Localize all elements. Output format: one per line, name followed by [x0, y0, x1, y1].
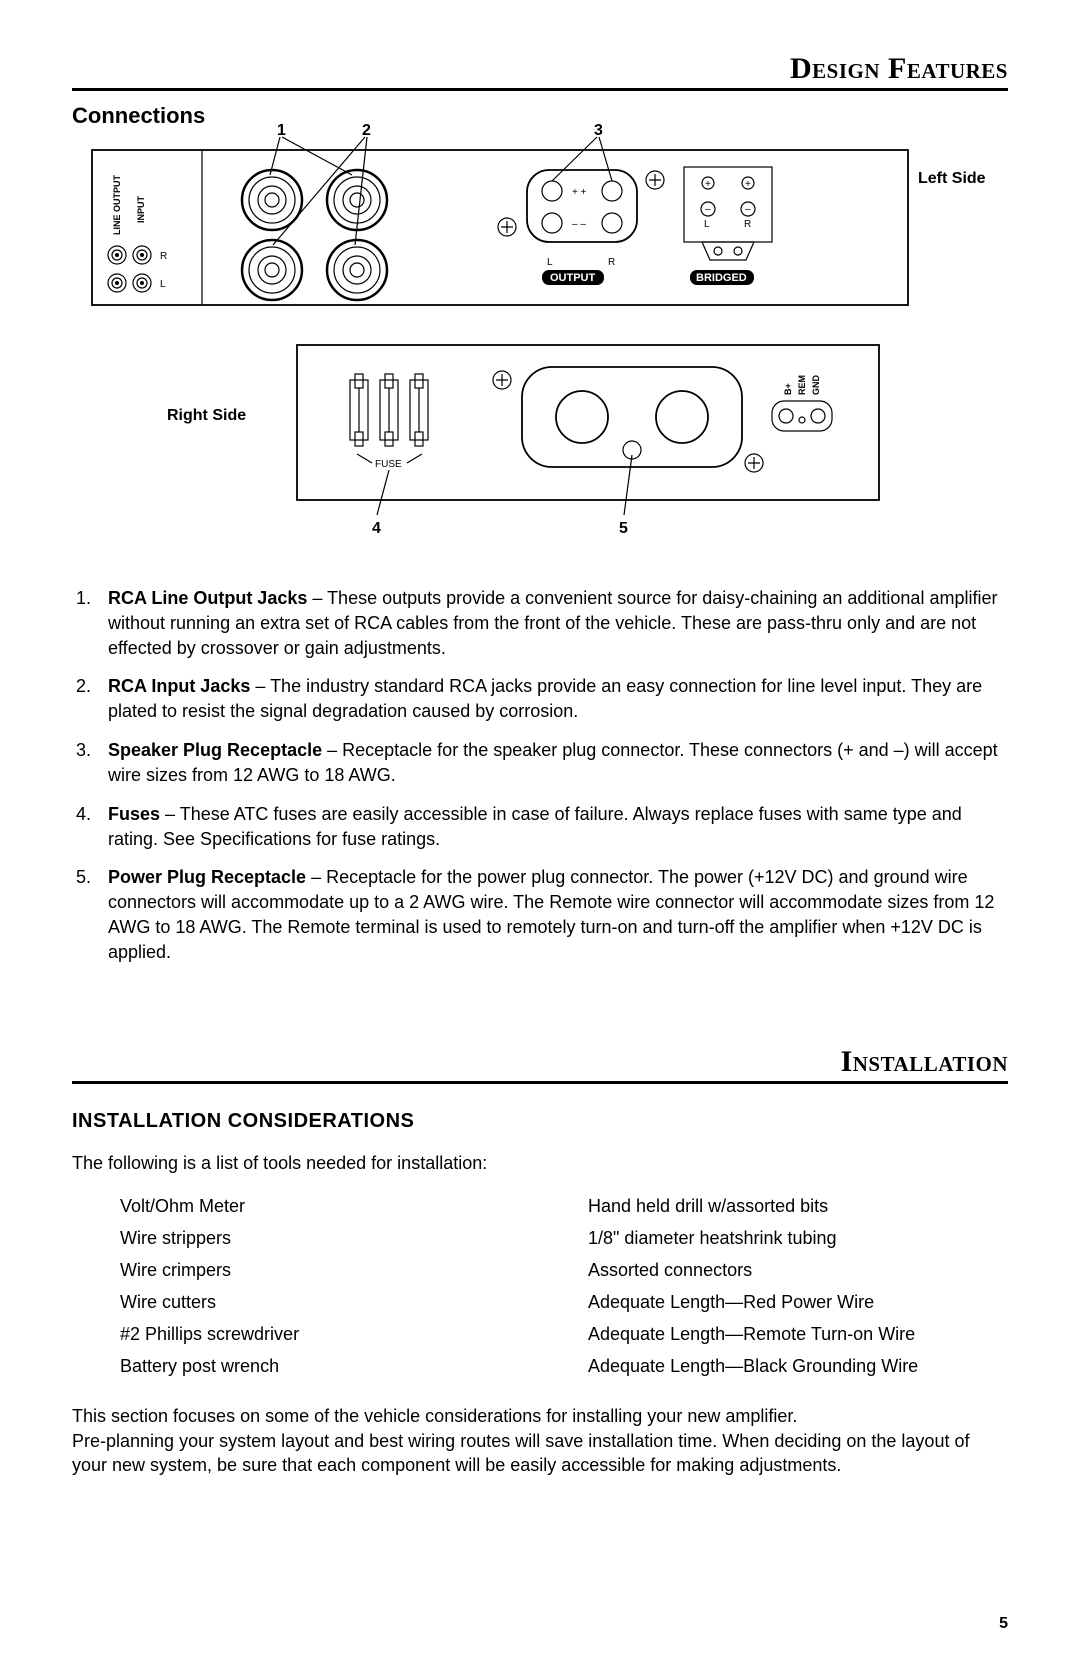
- callout-5: 5: [619, 520, 628, 537]
- svg-text:REM: REM: [797, 375, 807, 395]
- svg-text:OUTPUT: OUTPUT: [550, 272, 596, 284]
- tool-item: Assorted connectors: [588, 1254, 1008, 1286]
- connections-diagram: .lt{font:bold 13px Arial;} .st{font:10px…: [72, 105, 1008, 550]
- power-labels-icon: B+ REM GND: [772, 375, 832, 432]
- list-item: 4.Fuses – These ATC fuses are easily acc…: [72, 802, 1008, 852]
- page-number: 5: [999, 1615, 1008, 1633]
- tool-item: Wire cutters: [120, 1286, 540, 1318]
- power-plug-icon: [493, 367, 763, 472]
- svg-text:+: +: [705, 179, 711, 190]
- section-heading-design-features: Design Features: [72, 52, 1008, 91]
- speaker-output-icon: + + – – L R OUTPUT: [498, 170, 664, 285]
- callout-4: 4: [372, 520, 381, 537]
- section-heading-installation: Installation: [72, 1045, 1008, 1084]
- svg-text:GND: GND: [811, 375, 821, 396]
- list-item: 5.Power Plug Receptacle – Receptacle for…: [72, 865, 1008, 964]
- tool-item: #2 Phillips screwdriver: [120, 1318, 540, 1350]
- svg-text:R: R: [744, 219, 751, 230]
- callout-1: 1: [277, 122, 286, 139]
- svg-text:R: R: [608, 257, 615, 268]
- svg-text:+: +: [745, 179, 751, 190]
- svg-text:–: –: [705, 204, 711, 215]
- tool-item: Volt/Ohm Meter: [120, 1190, 540, 1222]
- tools-intro: The following is a list of tools needed …: [72, 1151, 1008, 1176]
- svg-text:INPUT: INPUT: [136, 195, 146, 223]
- tools-left-col: Volt/Ohm Meter Wire strippers Wire crimp…: [72, 1190, 540, 1382]
- tool-item: Adequate Length—Black Grounding Wire: [588, 1350, 1008, 1382]
- svg-text:–: –: [745, 204, 751, 215]
- right-side-label: Right Side: [167, 407, 246, 424]
- list-item: 2.RCA Input Jacks – The industry standar…: [72, 674, 1008, 724]
- rca-jacks-icon: R L: [108, 246, 167, 292]
- svg-text:B+: B+: [783, 383, 793, 395]
- tool-item: Adequate Length—Remote Turn-on Wire: [588, 1318, 1008, 1350]
- features-list: 1.RCA Line Output Jacks – These outputs …: [72, 586, 1008, 965]
- tools-columns: Volt/Ohm Meter Wire strippers Wire crimp…: [72, 1190, 1008, 1382]
- tool-item: Wire crimpers: [120, 1254, 540, 1286]
- tool-item: 1/8" diameter heatshrink tubing: [588, 1222, 1008, 1254]
- list-item: 3.Speaker Plug Receptacle – Receptacle f…: [72, 738, 1008, 788]
- svg-text:+ +: + +: [572, 187, 587, 198]
- svg-text:L: L: [547, 257, 553, 268]
- svg-text:LINE OUTPUT: LINE OUTPUT: [112, 174, 122, 235]
- tool-item: Hand held drill w/assorted bits: [588, 1190, 1008, 1222]
- callout-2: 2: [362, 122, 371, 139]
- fuses-icon: FUSE: [350, 374, 428, 470]
- svg-text:BRIDGED: BRIDGED: [696, 272, 747, 284]
- left-side-label: Left Side: [918, 170, 986, 187]
- svg-text:FUSE: FUSE: [375, 459, 402, 470]
- callout-3: 3: [594, 122, 603, 139]
- closing-paragraph: This section focuses on some of the vehi…: [72, 1404, 1008, 1478]
- tools-right-col: Hand held drill w/assorted bits 1/8" dia…: [540, 1190, 1008, 1382]
- tool-item: Battery post wrench: [120, 1350, 540, 1382]
- installation-considerations-heading: INSTALLATION CONSIDERATIONS: [72, 1110, 1008, 1133]
- svg-text:L: L: [160, 279, 166, 290]
- rca-big-icon: [242, 170, 387, 300]
- svg-text:R: R: [160, 251, 167, 262]
- svg-text:– –: – –: [572, 219, 586, 230]
- bridged-icon: + + – – L R BRIDGED: [684, 167, 772, 285]
- tool-item: Adequate Length—Red Power Wire: [588, 1286, 1008, 1318]
- svg-text:L: L: [704, 219, 710, 230]
- list-item: 1.RCA Line Output Jacks – These outputs …: [72, 586, 1008, 660]
- tool-item: Wire strippers: [120, 1222, 540, 1254]
